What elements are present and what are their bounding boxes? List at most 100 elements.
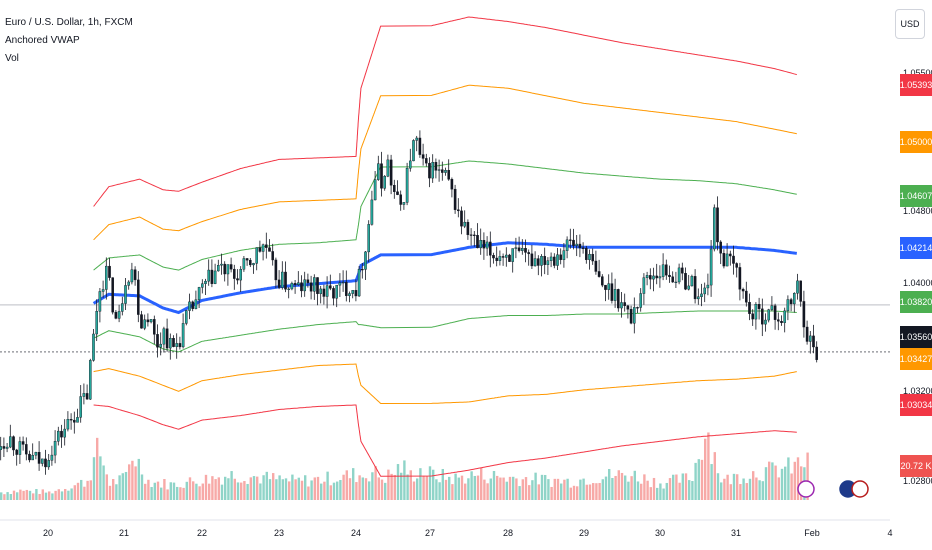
volume-bar <box>540 474 544 500</box>
indicator-anchored-vwap[interactable]: Anchored VWAP <box>5 35 80 46</box>
candle-body <box>517 247 521 251</box>
candle-body <box>642 277 646 294</box>
volume-bar <box>438 482 441 500</box>
volume-bar <box>134 466 137 500</box>
candle-body <box>738 267 742 290</box>
volume-bar <box>28 490 32 500</box>
candle-body <box>575 243 578 246</box>
symbol-title[interactable]: Euro / U.S. Dollar, 1h, FXCM <box>5 17 133 28</box>
price-tick-label: 1.04000 <box>903 278 932 288</box>
candle-body <box>601 276 604 286</box>
candle-body <box>578 243 582 249</box>
candle-body <box>741 288 745 292</box>
volume-bar <box>684 473 688 500</box>
volume-bar <box>86 480 89 500</box>
indicator-volume[interactable]: Vol <box>5 53 19 64</box>
volume-bar <box>99 456 102 500</box>
volume-bar <box>531 480 534 500</box>
currency-button[interactable]: USD <box>895 9 925 39</box>
volume-bar <box>364 478 368 500</box>
candle-body <box>572 239 575 246</box>
volume-bar <box>300 480 304 500</box>
candle-body <box>713 207 716 250</box>
candle-body <box>175 343 179 347</box>
candle-body <box>130 269 134 283</box>
volume-bar <box>598 482 601 500</box>
volume-bar <box>560 483 563 500</box>
volume-bar <box>476 475 480 500</box>
volume-bar <box>22 490 25 500</box>
candle-body <box>50 454 54 461</box>
volume-bar <box>652 477 656 500</box>
candle-body <box>271 251 275 261</box>
time-axis-label: 28 <box>503 528 513 538</box>
candle-body <box>658 276 662 279</box>
volume-bar <box>716 473 720 500</box>
candle-body <box>281 271 284 288</box>
candle-body <box>168 338 172 349</box>
candle-body <box>220 263 223 266</box>
volume-bar <box>268 479 272 500</box>
volume-bar <box>176 486 179 500</box>
candle-body <box>812 335 815 348</box>
candle-body <box>364 251 367 270</box>
candle-body <box>530 253 534 267</box>
volume-bar <box>736 474 739 500</box>
volume-bar <box>166 489 169 500</box>
volume-bar <box>252 476 256 500</box>
time-axis-label: 22 <box>197 528 207 538</box>
volume-bar <box>339 480 342 500</box>
candle-body <box>386 159 390 177</box>
price-tag: 1.04214 <box>900 237 932 259</box>
time-axis-label: 29 <box>579 528 589 538</box>
price-tag: 1.04607 <box>900 185 932 207</box>
candle-body <box>178 343 182 348</box>
volume-bar <box>755 477 758 500</box>
volume-bar <box>502 477 505 500</box>
candle-body <box>809 335 812 342</box>
candle-body <box>652 275 655 280</box>
candle-body <box>434 162 438 171</box>
candle-body <box>780 321 783 323</box>
candle-body <box>569 239 572 241</box>
candle-body <box>348 293 351 296</box>
vwap-lower-band-2 <box>93 363 797 405</box>
candle-body <box>265 244 268 248</box>
volume-bar <box>316 476 320 500</box>
volume-bar <box>611 477 614 500</box>
volume-bar <box>524 477 528 500</box>
volume-bar <box>659 483 662 500</box>
candle-body <box>505 254 508 258</box>
volume-bar <box>537 484 540 500</box>
candle-body <box>604 284 607 290</box>
candle-body <box>789 299 793 305</box>
candle-body <box>585 247 588 260</box>
volume-bar <box>60 491 64 500</box>
volume-bar <box>297 477 300 500</box>
volume-bar <box>793 461 796 500</box>
candle-body <box>15 449 19 455</box>
volume-bar <box>665 482 668 500</box>
candle-body <box>533 258 537 267</box>
volume-bar <box>806 452 809 500</box>
volume-bar <box>121 473 124 500</box>
candle-body <box>444 170 447 173</box>
candle-body <box>258 247 262 252</box>
volume-bar <box>323 481 326 500</box>
volume-bar <box>726 474 729 500</box>
candle-body <box>786 299 790 312</box>
candle-body <box>402 202 406 205</box>
candle-body <box>687 285 690 290</box>
volume-bar <box>284 478 288 500</box>
volume-bar <box>352 468 355 500</box>
candle-body <box>345 281 348 296</box>
volume-bar <box>528 485 531 500</box>
candle-body <box>722 253 726 267</box>
candle-body <box>690 276 694 287</box>
volume-bar <box>700 459 704 500</box>
candle-body <box>361 269 364 271</box>
volume-bar <box>768 461 771 500</box>
candle-body <box>617 289 620 309</box>
candle-body <box>729 253 732 257</box>
